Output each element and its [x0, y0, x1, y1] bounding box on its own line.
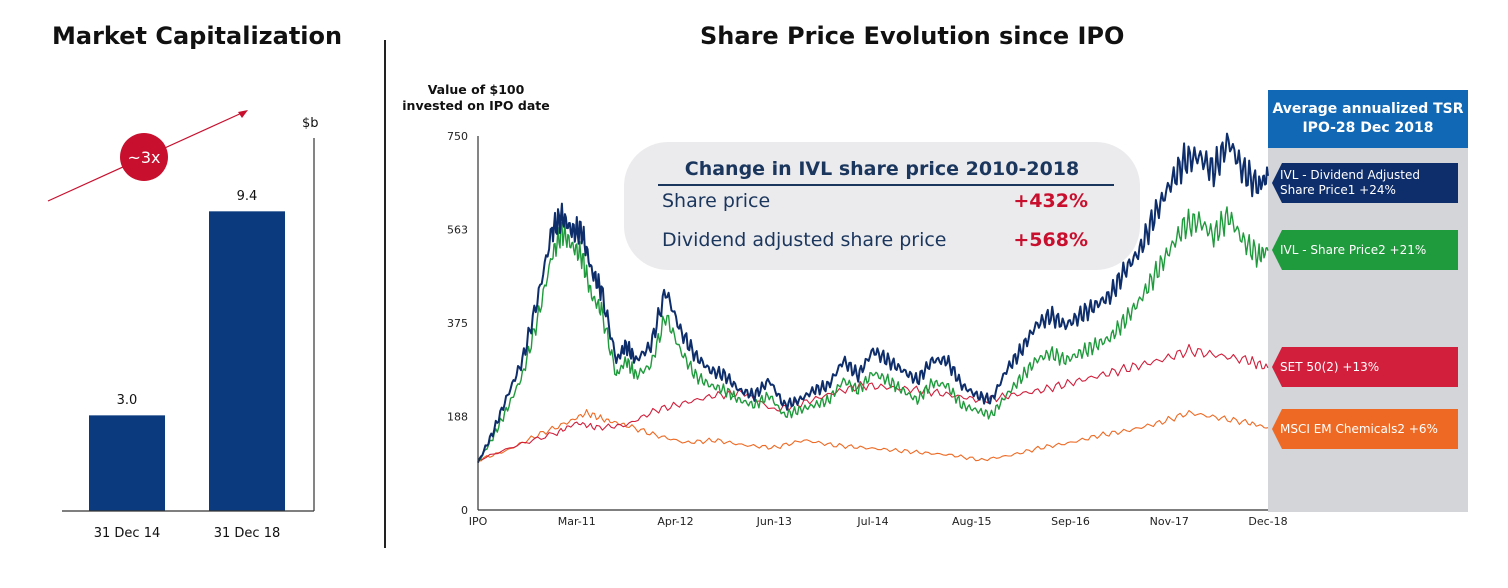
share-price-title: Share Price Evolution since IPO	[700, 22, 1125, 50]
change-summary-box: Change in IVL share price 2010-2018 Shar…	[624, 142, 1140, 270]
x-tick-label-8: Dec-18	[1248, 515, 1287, 528]
y-tick-label-1: 188	[447, 410, 468, 423]
change-row-dividend-value: +568%	[1013, 229, 1088, 251]
tsr-tag-msci-line1: MSCI EM Chemicals2 +6%	[1280, 421, 1438, 436]
market-cap-chart	[47, 110, 315, 512]
y-axis-label-line1: Value of $100	[427, 82, 525, 97]
tsr-header: Average annualized TSR IPO-28 Dec 2018	[1268, 90, 1468, 148]
market-cap-category-label-1: 31 Dec 18	[213, 526, 281, 541]
series-line-1	[477, 206, 1269, 462]
growth-badge: ~3x	[120, 133, 168, 181]
tsr-header-line1: Average annualized TSR	[1272, 101, 1464, 117]
tsr-tag-ivl-dividend-line1: IVL - Dividend Adjusted	[1280, 168, 1420, 182]
x-tick-label-4: Jul-14	[856, 515, 888, 528]
market-cap-value-label-0: 3.0	[116, 393, 138, 409]
panel-divider	[384, 40, 386, 548]
x-tick-label-1: Mar-11	[558, 515, 596, 528]
change-summary-rule	[658, 184, 1114, 186]
change-summary-title: Change in IVL share price 2010-2018	[684, 158, 1080, 180]
tsr-tag-ivl-share-line1: IVL - Share Price2 +21%	[1280, 242, 1427, 257]
tsr-tag-ivl-dividend: IVL - Dividend Adjusted Share Price1 +24…	[1272, 163, 1458, 203]
series-line-3	[477, 409, 1269, 462]
y-tick-label-3: 563	[447, 223, 468, 236]
y-tick-label-4: 750	[447, 130, 468, 143]
y-tick-label-2: 375	[447, 317, 468, 330]
market-cap-bar-0	[89, 415, 165, 511]
change-row-share-price-label: Share price	[662, 190, 771, 212]
x-tick-label-3: Jun-13	[756, 515, 792, 528]
x-tick-label-5: Aug-15	[952, 515, 991, 528]
tsr-header-line2: IPO-28 Dec 2018	[1302, 120, 1434, 136]
tsr-tag-set50-line1: SET 50(2) +13%	[1280, 359, 1380, 374]
change-row-share-price-value: +432%	[1013, 190, 1088, 212]
series-line-2	[477, 343, 1269, 461]
change-row-dividend-label: Dividend adjusted share price	[662, 229, 947, 251]
y-tick-label-0: 0	[461, 504, 468, 517]
y-axis-label-line2: invested on IPO date	[402, 98, 550, 113]
market-cap-title: Market Capitalization	[52, 22, 343, 50]
tsr-tag-ivl-share: IVL - Share Price2 +21%	[1272, 230, 1458, 270]
tsr-tag-ivl-dividend-line2: Share Price1 +24%	[1280, 183, 1396, 197]
tsr-tag-msci: MSCI EM Chemicals2 +6%	[1272, 409, 1458, 449]
market-cap-unit-label: $b	[302, 116, 319, 131]
market-cap-value-label-1: 9.4	[236, 189, 258, 205]
series-line-0	[477, 132, 1269, 463]
share-price-y-axis-label: Value of $100 invested on IPO date	[400, 82, 552, 114]
x-tick-label-6: Sep-16	[1051, 515, 1090, 528]
x-tick-label-0: IPO	[469, 515, 488, 528]
x-tick-label-2: Apr-12	[657, 515, 693, 528]
x-tick-label-7: Nov-17	[1150, 515, 1189, 528]
market-cap-bar-1	[209, 211, 285, 512]
market-cap-category-label-0: 31 Dec 14	[93, 526, 161, 541]
growth-arrow-head	[238, 110, 248, 118]
tsr-tag-set50: SET 50(2) +13%	[1272, 347, 1458, 387]
